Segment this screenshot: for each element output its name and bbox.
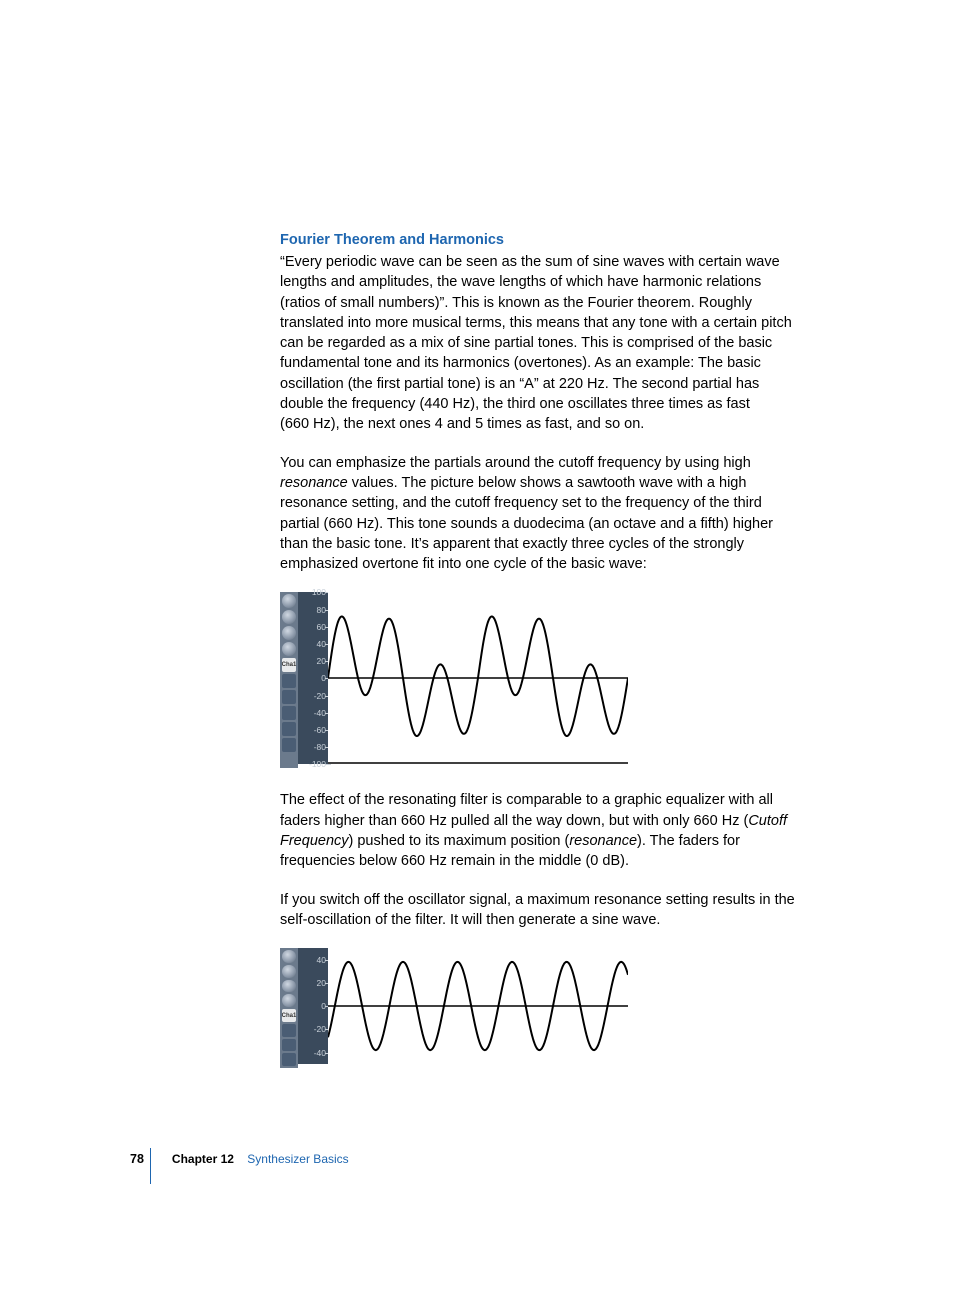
chapter-label: Chapter 12 [172,1152,234,1166]
page-number: 78 [130,1152,144,1166]
y-tick-label: 100 [300,587,326,597]
figure1-container: Cha1 100806040200-20-40-60-80-100 [280,592,800,768]
tool-icon [282,690,296,704]
paragraph-2: You can emphasize the partials around th… [280,453,800,575]
tool-icon [282,674,296,688]
y-tick-label: -40 [300,708,326,718]
tool-icon [282,610,296,624]
figure-waveform-sine: Cha1 40 20 0 -20 -40 [280,948,800,1068]
content-column: Fourier Theorem and Harmonics “Every per… [280,232,800,1090]
y-tick-label: -80 [300,742,326,752]
section-heading: Fourier Theorem and Harmonics [280,232,800,248]
tool-icon [282,1053,296,1066]
page-footer: 78 Chapter 12 Synthesizer Basics [130,1152,349,1166]
tool-icon [282,980,296,993]
tool-icon [282,738,296,752]
para2-resonance-term: resonance [280,475,348,491]
figure1-plot-area [328,592,628,764]
para3-text-a: The effect of the resonating filter is c… [280,792,773,828]
tool-icon [282,1039,296,1052]
y-tick-label: -20 [300,691,326,701]
y-tick-label: -20 [300,1024,326,1034]
para2-text-a: You can emphasize the partials around th… [280,455,751,471]
y-tick-label: 40 [300,639,326,649]
chapter-title: Synthesizer Basics [247,1152,348,1166]
y-tick-label: 40 [300,955,326,965]
figure2-y-axis: 40 20 0 -20 -40 [298,948,328,1064]
para3-text-b: ) pushed to its maximum position ( [349,833,570,849]
y-tick-label: 0 [300,1001,326,1011]
figure2-plot-area [328,948,628,1064]
y-tick-label: 20 [300,978,326,988]
y-tick-label: 0 [300,673,326,683]
document-page: Fourier Theorem and Harmonics “Every per… [0,0,954,1308]
figure2-container: Cha1 40 20 0 -20 -40 [280,948,800,1068]
tool-icon [282,642,296,656]
tool-icon [282,706,296,720]
figure1-y-axis: 100806040200-20-40-60-80-100 [298,592,328,764]
y-tick-label: 80 [300,605,326,615]
chapter-info: Chapter 12 Synthesizer Basics [172,1152,349,1166]
y-tick-label: -100 [300,759,326,769]
tool-icon [282,594,296,608]
y-tick-label: 20 [300,656,326,666]
y-tick-label: -40 [300,1048,326,1058]
figure2-toolbar: Cha1 [280,948,298,1068]
tool-icon [282,1024,296,1037]
tool-icon [282,626,296,640]
para2-text-b: values. The picture below shows a sawtoo… [280,475,773,572]
y-tick-label: -60 [300,725,326,735]
paragraph-4: If you switch off the oscillator signal,… [280,890,800,931]
channel-badge: Cha1 [282,1009,296,1022]
figure1-toolbar: Cha1 [280,592,298,768]
figure-waveform-resonant-sawtooth: Cha1 100806040200-20-40-60-80-100 [280,592,800,768]
paragraph-1: “Every periodic wave can be seen as the … [280,252,800,435]
y-tick-label: 60 [300,622,326,632]
tool-icon [282,950,296,963]
para3-resonance-term: resonance [569,833,637,849]
tool-icon [282,994,296,1007]
paragraph-3: The effect of the resonating filter is c… [280,790,800,871]
tool-icon [282,722,296,736]
channel-badge: Cha1 [282,658,296,672]
tool-icon [282,965,296,978]
